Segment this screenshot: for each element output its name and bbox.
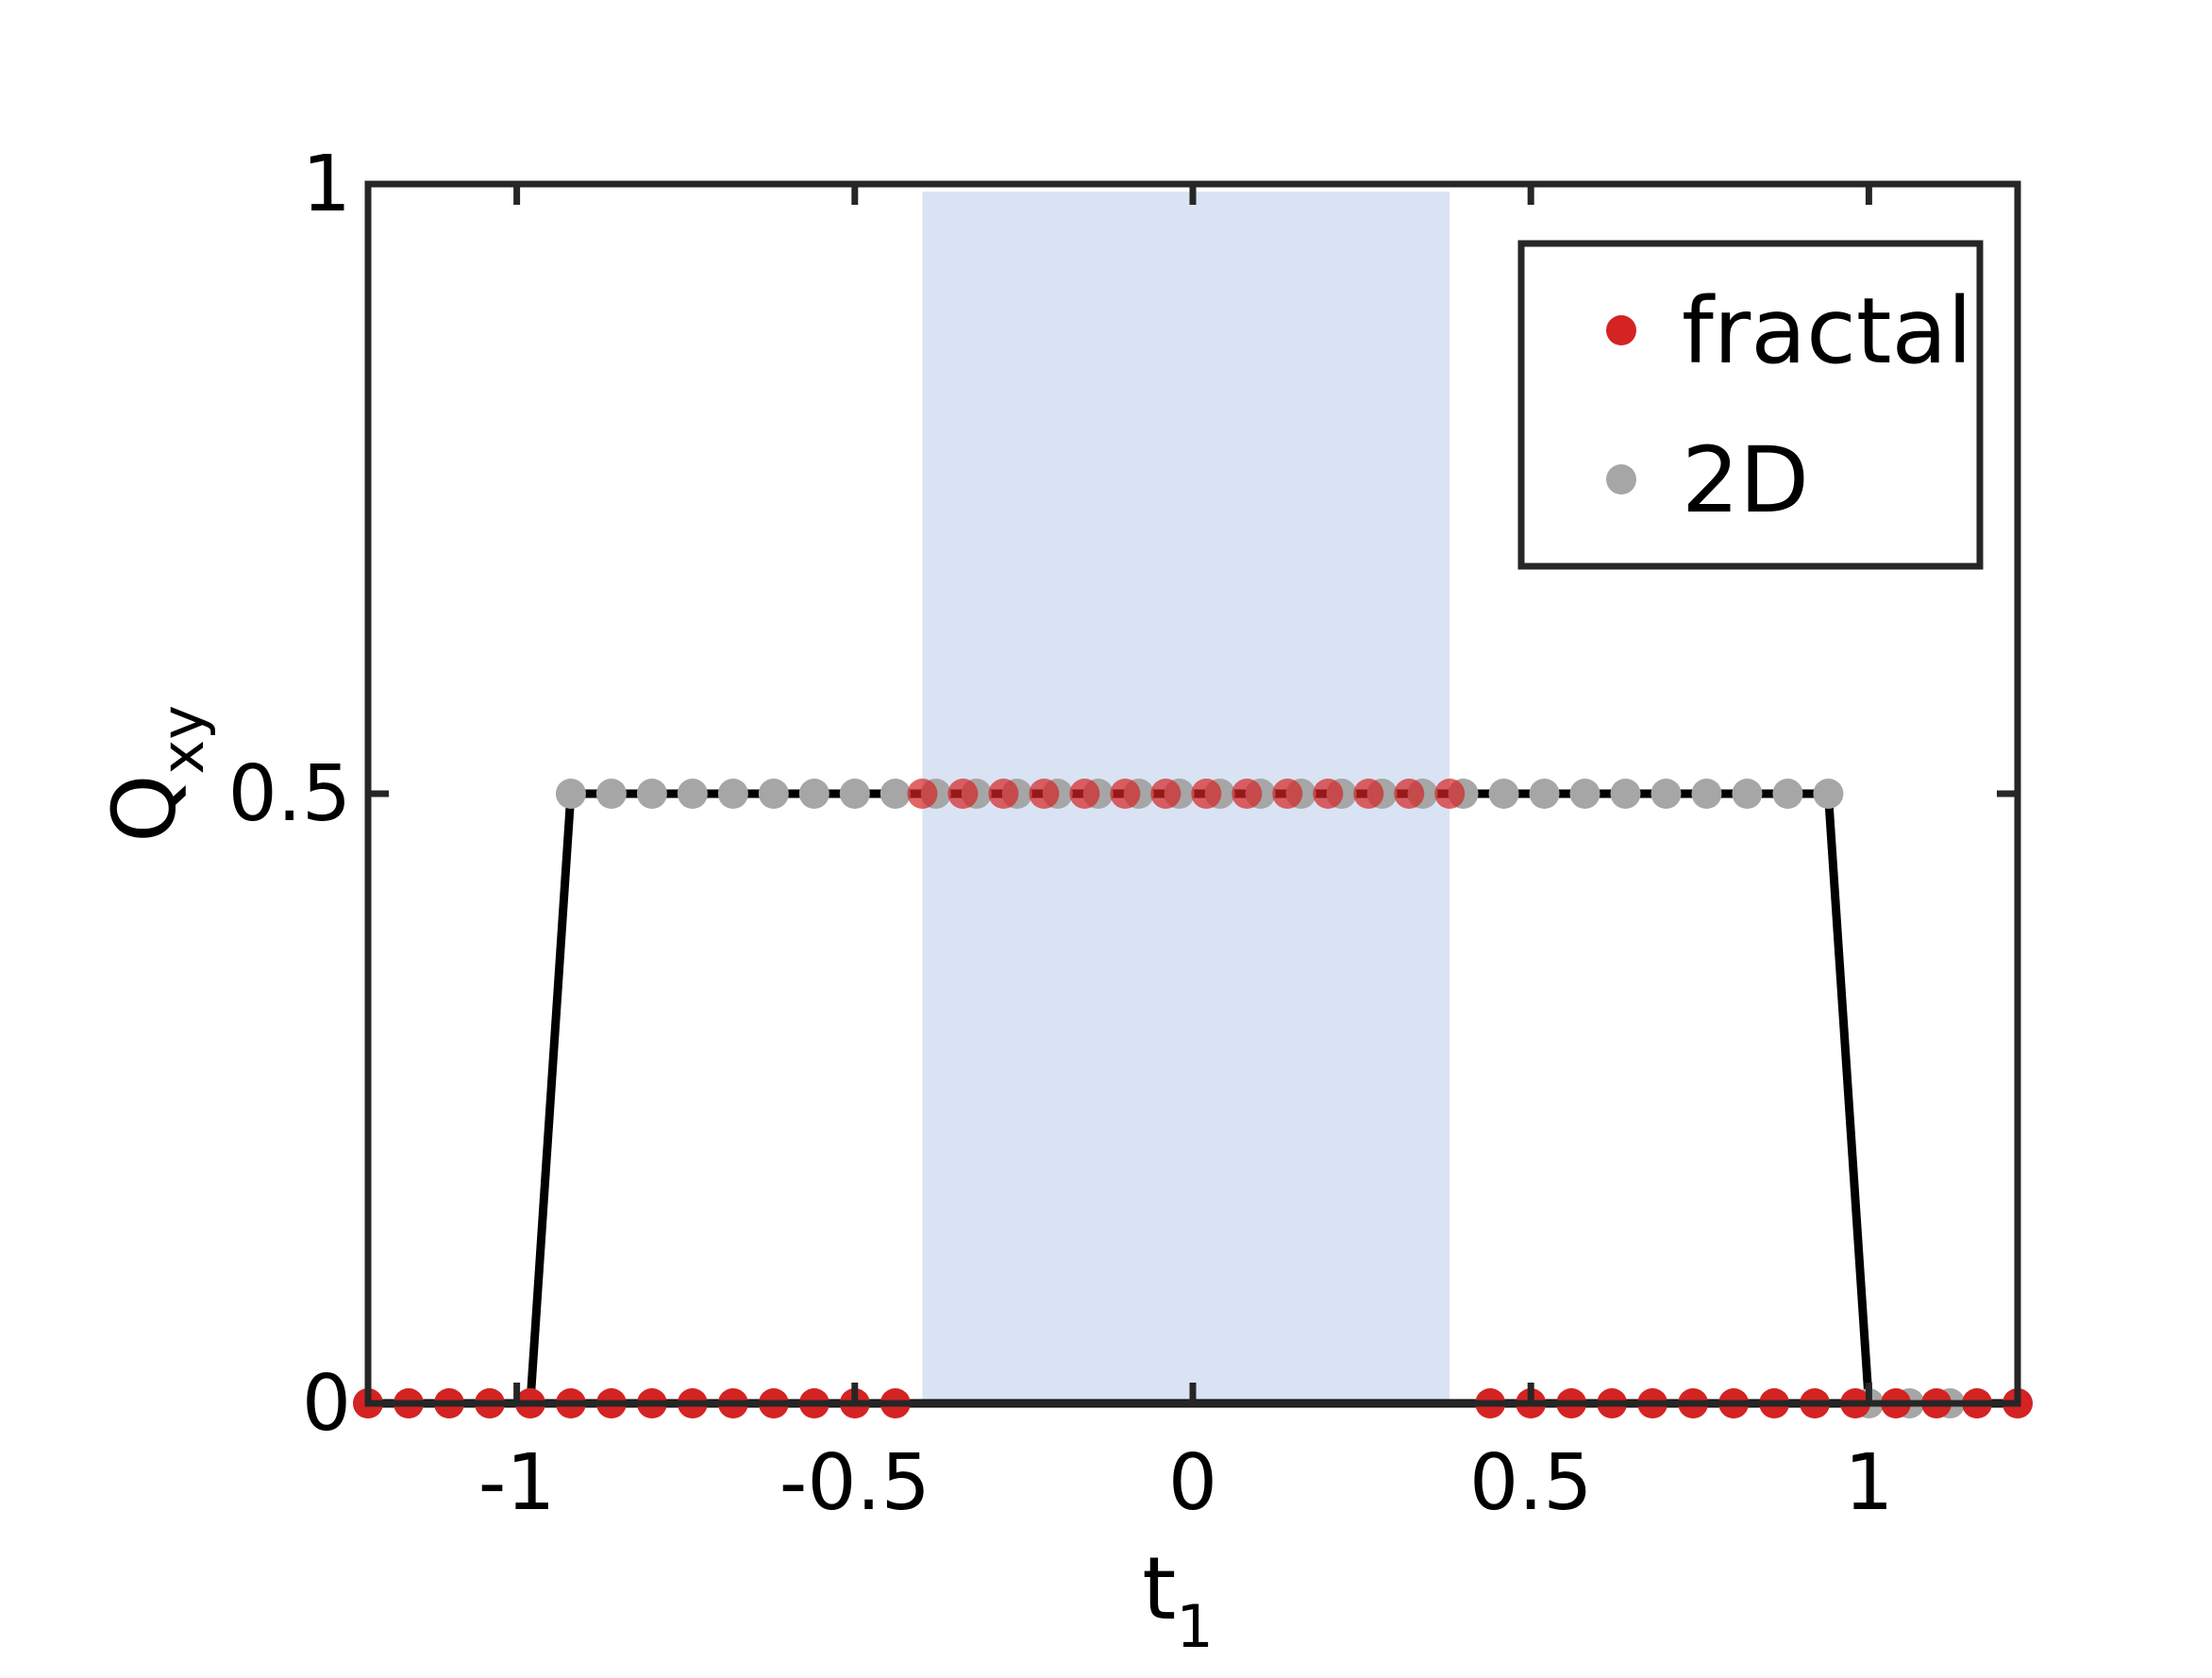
legend-label-fractal: fractal	[1682, 278, 1972, 384]
x-tick-label: 0	[1168, 1438, 1217, 1528]
data-point	[1691, 779, 1722, 809]
data-point	[1029, 779, 1060, 809]
data-point	[880, 779, 911, 809]
data-point	[1394, 779, 1425, 809]
legend-box	[1517, 240, 1984, 570]
data-point	[798, 779, 830, 809]
data-point	[1813, 779, 1844, 809]
x-tick-label: 1	[1844, 1438, 1893, 1528]
data-point	[1353, 779, 1384, 809]
data-point	[1569, 779, 1600, 809]
legend-marker-2d	[1606, 464, 1636, 495]
data-point	[1488, 779, 1519, 809]
data-point	[1772, 779, 1803, 809]
data-point	[1434, 779, 1466, 809]
data-point	[677, 779, 708, 809]
data-point	[839, 779, 870, 809]
data-point	[947, 779, 979, 809]
y-axis-title-main: Q	[94, 774, 195, 842]
data-point	[1232, 779, 1263, 809]
legend-marker-fractal	[1606, 315, 1636, 345]
data-point	[1069, 779, 1100, 809]
x-tick-label: -0.5	[779, 1438, 930, 1528]
y-axis-title: Qxy	[94, 705, 217, 843]
y-tick-label: 0.5	[228, 749, 351, 839]
data-point	[717, 779, 748, 809]
y-tick-label: 1	[302, 140, 351, 229]
data-point	[907, 779, 938, 809]
data-point	[1150, 779, 1181, 809]
data-point	[1529, 779, 1560, 809]
data-point	[758, 779, 789, 809]
x-tick-label: 0.5	[1469, 1438, 1592, 1528]
data-point	[1610, 779, 1641, 809]
data-point	[636, 779, 667, 809]
data-point	[595, 779, 627, 809]
legend-label-2d: 2D	[1682, 428, 1809, 533]
x-tick-label: -1	[478, 1438, 556, 1528]
data-point	[1110, 779, 1141, 809]
data-point	[1732, 779, 1763, 809]
x-axis-title-main: t	[1142, 1538, 1176, 1639]
data-point	[1272, 779, 1303, 809]
data-point	[1191, 779, 1222, 809]
plot-layer	[353, 192, 2033, 1418]
y-tick-label: 0	[302, 1359, 351, 1449]
x-axis-title: t1	[1142, 1538, 1214, 1661]
data-point	[988, 779, 1019, 809]
data-point	[555, 779, 586, 809]
y-axis-title-sub: xy	[148, 705, 217, 774]
data-point	[1313, 779, 1344, 809]
x-axis-title-sub: 1	[1176, 1592, 1213, 1661]
data-point	[1651, 779, 1682, 809]
legend: fractal 2D	[1517, 240, 1984, 570]
